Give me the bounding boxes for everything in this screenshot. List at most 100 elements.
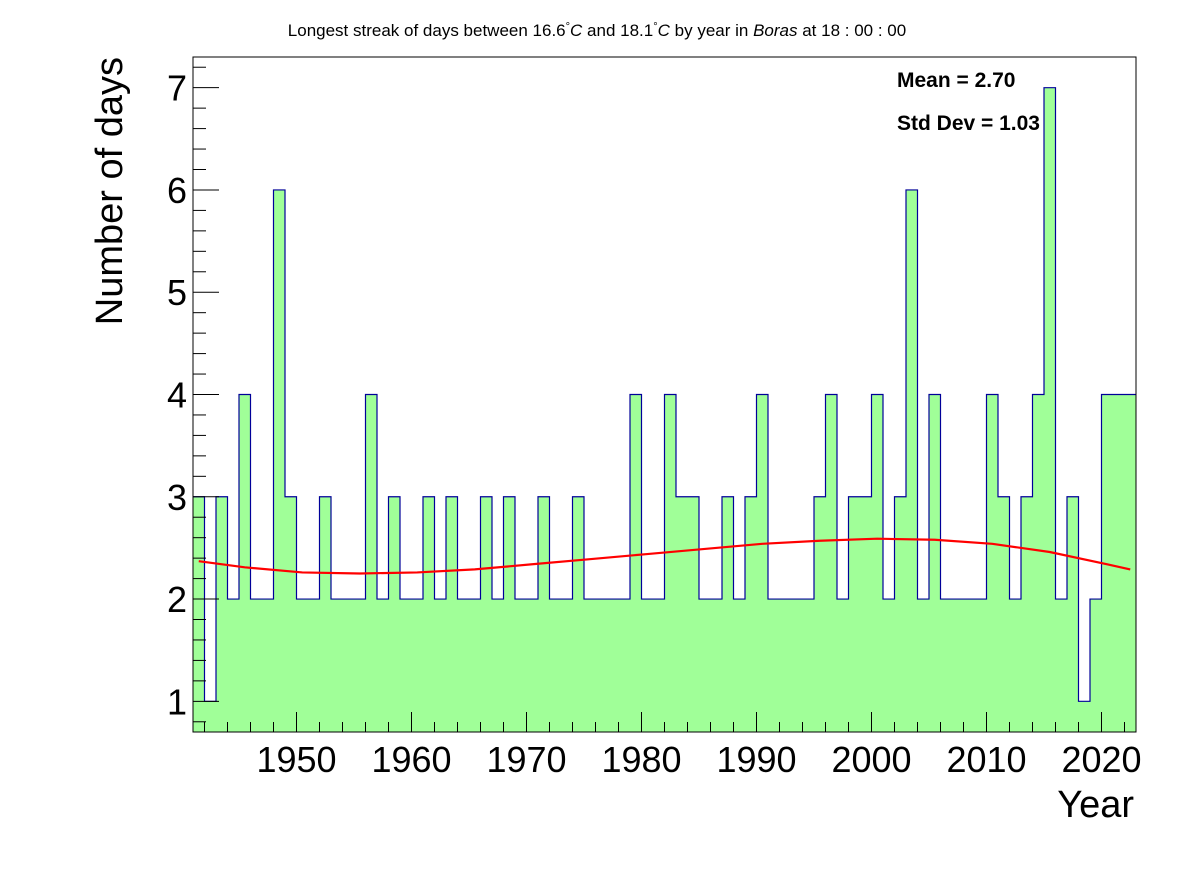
histogram-bar xyxy=(204,701,216,732)
histogram-bar xyxy=(929,394,941,732)
histogram-bar xyxy=(377,599,389,732)
title-unit: C xyxy=(658,21,671,40)
title-middle: and 18.1 xyxy=(582,21,653,40)
title-place: Boras xyxy=(753,21,798,40)
histogram-bar xyxy=(975,599,987,732)
histogram-bar xyxy=(860,496,872,732)
histogram-bar xyxy=(733,599,745,732)
histogram-bar xyxy=(952,599,964,732)
title-suffix: at 18 : 00 : 00 xyxy=(798,21,907,40)
y-tick-label: 7 xyxy=(167,68,187,109)
histogram-bar xyxy=(503,496,515,732)
title-degree-symbol: ° xyxy=(566,21,570,33)
histogram-bar xyxy=(756,394,768,732)
histogram-bar xyxy=(216,496,228,732)
histogram-bar xyxy=(239,394,251,732)
x-tick-label: 1950 xyxy=(256,739,336,780)
histogram-bar xyxy=(1021,496,1033,732)
y-tick-label: 2 xyxy=(167,579,187,620)
x-tick-label: 1970 xyxy=(486,739,566,780)
histogram-bar xyxy=(434,599,446,732)
histogram-bar xyxy=(331,599,343,732)
histogram-outline xyxy=(193,87,1136,702)
histogram-bar xyxy=(480,496,492,732)
histogram-bar xyxy=(538,496,550,732)
x-axis-title: Year xyxy=(1057,784,1134,826)
histogram-bar xyxy=(308,599,320,732)
histogram-bar xyxy=(906,189,918,733)
histogram-bar xyxy=(526,599,538,732)
histogram-bar xyxy=(618,599,630,732)
std-dev-label: Std Dev = 1.03 xyxy=(897,112,1040,135)
histogram-bar xyxy=(285,496,297,732)
title-degree-symbol: ° xyxy=(653,21,657,33)
histogram-bar xyxy=(779,599,791,732)
histogram-bar xyxy=(802,599,814,732)
histogram-bar xyxy=(848,496,860,732)
histogram-bar xyxy=(1090,599,1102,732)
histogram-bar xyxy=(1067,496,1079,732)
histogram-bar xyxy=(710,599,722,732)
histogram-bar xyxy=(837,599,849,732)
histogram-bar xyxy=(411,599,423,732)
y-tick-label: 1 xyxy=(167,681,187,722)
histogram-bar xyxy=(791,599,803,732)
title-unit: C xyxy=(570,21,583,40)
histogram-bar xyxy=(1124,394,1136,732)
histogram-bar xyxy=(1009,599,1021,732)
title-by-year: by year in xyxy=(670,21,753,40)
x-tick-label: 1960 xyxy=(371,739,451,780)
histogram-bar xyxy=(883,599,895,732)
histogram-bar xyxy=(262,599,274,732)
histogram-bar xyxy=(572,496,584,732)
x-tick-label: 2010 xyxy=(946,739,1026,780)
histogram-bar xyxy=(917,599,929,732)
histogram-bar xyxy=(963,599,975,732)
histogram-bar xyxy=(998,496,1010,732)
histogram-bar xyxy=(296,599,308,732)
y-tick-label: 6 xyxy=(167,170,187,211)
histogram-bar xyxy=(871,394,883,732)
histogram-bar xyxy=(584,599,596,732)
x-tick-label: 2020 xyxy=(1061,739,1141,780)
fit-curve xyxy=(198,537,1131,575)
plot-area xyxy=(193,87,1136,733)
histogram-bar xyxy=(227,599,239,732)
y-tick-label: 3 xyxy=(167,477,187,518)
y-axis-title: Number of days xyxy=(89,57,131,325)
x-tick-label: 1990 xyxy=(716,739,796,780)
histogram-bar xyxy=(825,394,837,732)
histogram-bar xyxy=(388,496,400,732)
histogram-bar xyxy=(768,599,780,732)
y-tick-label: 5 xyxy=(167,272,187,313)
histogram-bar xyxy=(607,599,619,732)
histogram-bar xyxy=(342,599,354,732)
histogram-bar xyxy=(400,599,412,732)
histogram-bar xyxy=(1044,87,1056,732)
histogram-bar xyxy=(745,496,757,732)
histogram-bar xyxy=(492,599,504,732)
histogram-bar xyxy=(940,599,952,732)
histogram-bar xyxy=(699,599,711,732)
histogram-bar xyxy=(319,496,331,732)
histogram-bar xyxy=(423,496,435,732)
histogram-bar xyxy=(653,599,665,732)
histogram-bar xyxy=(193,496,205,732)
histogram-bar xyxy=(561,599,573,732)
histogram-bar xyxy=(1113,394,1125,732)
histogram-bar xyxy=(676,496,688,732)
histogram-bar xyxy=(250,599,262,732)
histogram-bar xyxy=(814,496,826,732)
histogram-bar xyxy=(894,496,906,732)
title-prefix: Longest streak of days between 16.6 xyxy=(288,21,566,40)
histogram-bar xyxy=(469,599,481,732)
histogram-bar xyxy=(1032,394,1044,732)
x-tick-label: 1980 xyxy=(601,739,681,780)
histogram-bar xyxy=(986,394,998,732)
histogram-bar xyxy=(354,599,366,732)
chart-title: Longest streak of days between 16.6°C an… xyxy=(288,21,906,40)
histogram-bar xyxy=(687,496,699,732)
histogram-bar xyxy=(1078,701,1090,732)
histogram-bar xyxy=(664,394,676,732)
